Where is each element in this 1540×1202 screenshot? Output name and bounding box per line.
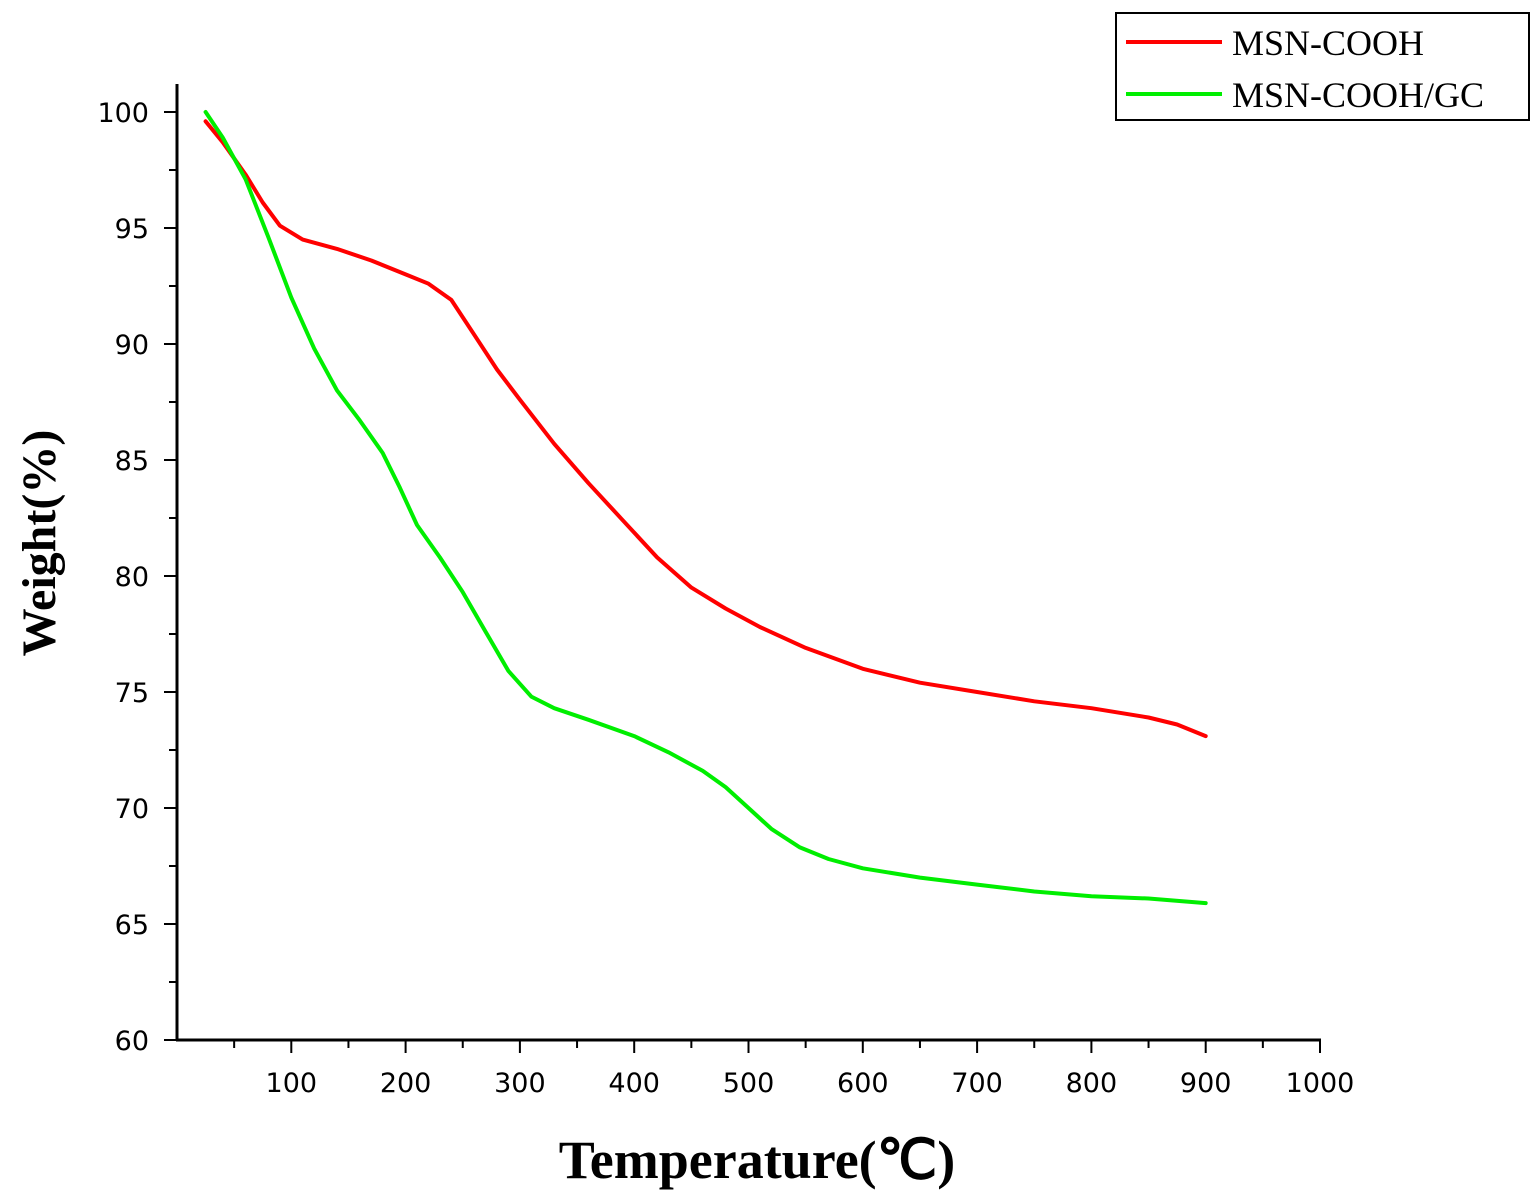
x-tick-label: 800 (1066, 1068, 1118, 1099)
y-tick-label: 75 (115, 678, 149, 709)
legend-label-msn-cooh: MSN-COOH (1232, 23, 1424, 63)
x-tick-label: 400 (608, 1068, 660, 1099)
x-tick-label: 200 (380, 1068, 432, 1099)
y-tick-label: 85 (115, 446, 149, 477)
y-ticks: 60 65 70 75 80 85 90 95 100 (97, 98, 177, 1057)
x-tick-label: 300 (494, 1068, 546, 1099)
y-axis-title: Weight(%) (13, 430, 66, 657)
x-tick-label: 500 (723, 1068, 775, 1099)
y-tick-label: 80 (115, 562, 149, 593)
legend-label-msn-cooh-gc: MSN-COOH/GC (1232, 75, 1484, 115)
legend-box (1115, 12, 1530, 121)
x-tick-label: 600 (837, 1068, 889, 1099)
x-tick-label: 700 (951, 1068, 1003, 1099)
series-layer (203, 110, 1208, 906)
y-tick-label: 100 (97, 98, 149, 129)
x-tick-label: 900 (1180, 1068, 1232, 1099)
x-tick-label: 1000 (1286, 1068, 1355, 1099)
legend: MSN-COOH MSN-COOH/GC (1115, 12, 1530, 121)
series-line-1 (203, 110, 1208, 906)
x-tick-label: 100 (266, 1068, 318, 1099)
y-tick-label: 70 (115, 794, 149, 825)
y-tick-label: 65 (115, 910, 149, 941)
x-ticks: 100 200 300 400 500 600 700 800 900 1000 (233, 1040, 1355, 1099)
x-axis-title: Temperature(℃) (559, 1130, 956, 1190)
y-tick-label: 60 (115, 1026, 149, 1057)
y-tick-label: 95 (115, 214, 149, 245)
series-line-0 (203, 119, 1208, 739)
y-tick-label: 90 (115, 330, 149, 361)
